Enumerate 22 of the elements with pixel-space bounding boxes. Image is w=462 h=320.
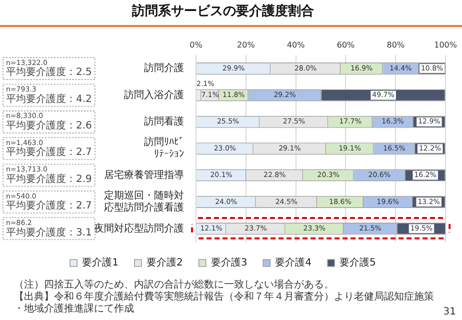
text: （注）四捨五入等のため、内訳の合計が総数に一致しない場合がある。 [14,278,334,291]
y-tick-label: 夜間対応型訪問介護 [94,222,184,234]
x-tick-label: 80% [386,40,405,50]
x-tick-label: 0% [190,40,203,50]
legend-label: 要介護3 [210,256,248,269]
x-tick-label: 20% [237,40,256,50]
text: 【出典】令和６年度介護給付費等実態統計報告（令和７年４月審査分）より老健局認知症施策・地域介護推進課にて作成 [14,290,434,315]
chart-title: 訪問系サービスの要介護度割合 [131,3,314,20]
text: 31 [443,306,456,318]
legend-label: 要介護4 [275,256,312,269]
y-tick-label: 訪問介護 [144,62,184,74]
y-tick-label: 訪問入浴介護 [124,88,184,101]
legend-label: 要介護2 [146,256,183,269]
x-tick-label: 40% [286,40,306,50]
legend-label: 要介護5 [340,256,376,269]
x-tick-label: 60% [336,40,356,50]
x-tick-label: 100% [434,40,458,50]
y-tick-label: 定期巡回・随時対応型訪問介護看護 [104,190,184,214]
legend-label: 要介護1 [82,256,118,269]
y-tick-label: 居宅療養管理指導 [104,168,184,181]
y-tick-label: 訪問看護 [144,116,184,128]
y-tick-label: 訪問ﾘﾊﾋﾞﾘﾃｰｼｮﾝ [144,136,184,160]
